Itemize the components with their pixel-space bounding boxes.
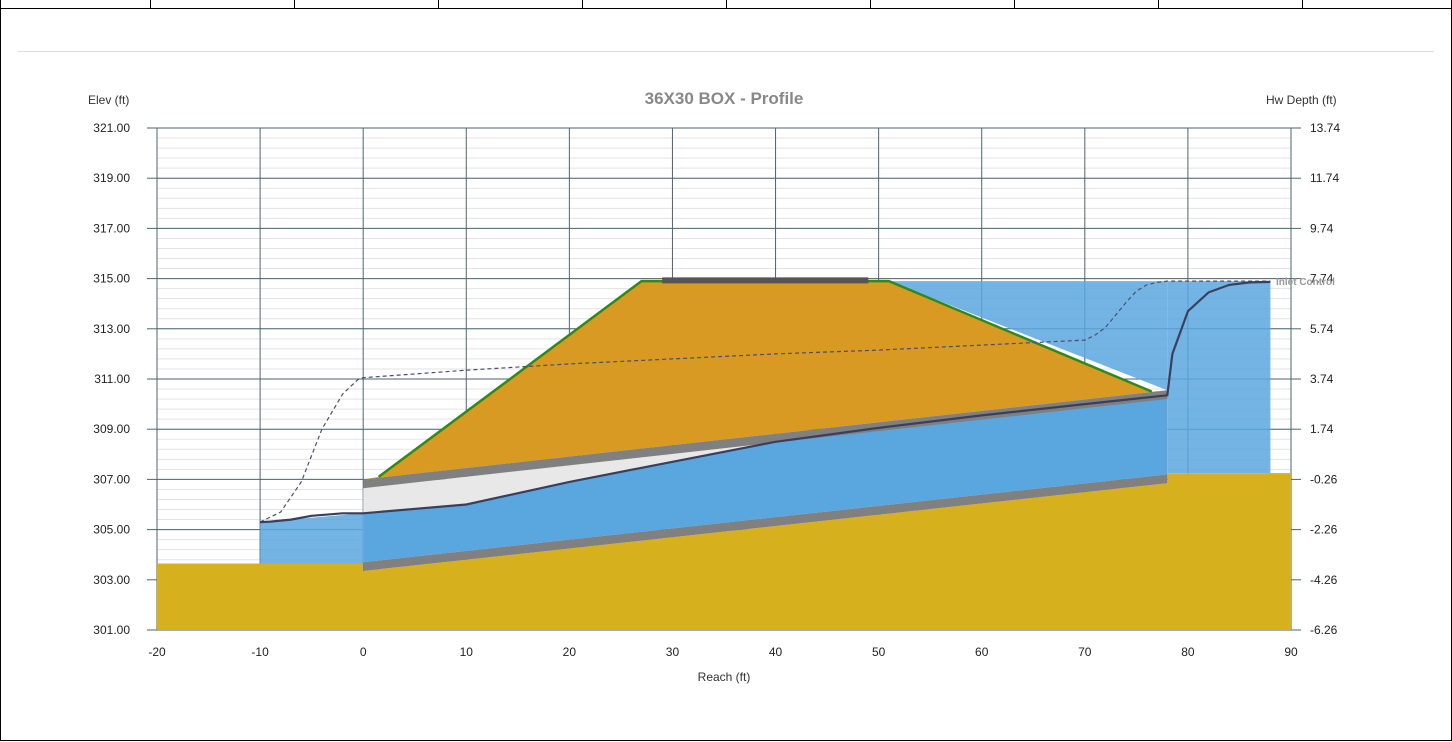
strip-divider <box>1158 0 1159 8</box>
x-tick-label: 70 <box>1078 645 1092 659</box>
y-tick-label: 313.00 <box>93 322 130 336</box>
y2-tick-label: -0.26 <box>1310 472 1338 486</box>
water-surface-line <box>260 280 1271 524</box>
y-axis-right-label: Hw Depth (ft) <box>1266 93 1337 107</box>
culvert-bottom-wall <box>363 474 1168 571</box>
x-tick-label: 90 <box>1284 645 1298 659</box>
y2-tick-label: -6.26 <box>1310 623 1338 637</box>
profile-fills <box>157 281 1291 630</box>
y-tick-label: 317.00 <box>93 221 130 235</box>
chart-title: 36X30 BOX - Profile <box>645 89 804 108</box>
y-tick-label: 305.00 <box>93 523 130 537</box>
y-tick-label: 321.00 <box>93 121 130 135</box>
header-separator <box>18 51 1434 52</box>
upstream-pool-embankment-face <box>888 281 1168 391</box>
x-tick-label: 50 <box>872 645 886 659</box>
x-tick-label: -10 <box>251 645 269 659</box>
y2-tick-label: 9.74 <box>1310 221 1334 235</box>
x-tick-label: 40 <box>769 645 783 659</box>
x-tick-label: 10 <box>460 645 474 659</box>
axes: 301.00 -6.26 303.00 -4.26 305.00 -2.26 307.00 -… <box>93 121 1340 659</box>
y2-tick-label: -4.26 <box>1310 573 1338 587</box>
strip-divider <box>294 0 295 8</box>
embankment-fill <box>363 281 1168 480</box>
strip-divider <box>1014 0 1015 8</box>
x-tick-label: 20 <box>563 645 577 659</box>
energy-grade-line <box>259 280 1271 523</box>
strip-divider <box>726 0 727 8</box>
y2-tick-label: 5.74 <box>1310 322 1334 336</box>
x-tick-label: -20 <box>148 645 166 659</box>
x-tick-label: 0 <box>360 645 367 659</box>
culvert-top-wall <box>363 390 1168 489</box>
strip-divider <box>150 0 151 8</box>
y-tick-label: 315.00 <box>93 272 130 286</box>
y-tick-label: 309.00 <box>93 422 130 436</box>
downstream-pool <box>260 513 364 564</box>
y-tick-label: 301.00 <box>93 623 130 637</box>
y-tick-label: 311.00 <box>94 372 130 386</box>
culvert-water <box>363 395 1168 563</box>
y-tick-label: 307.00 <box>93 472 130 486</box>
x-tick-label: 80 <box>1181 645 1195 659</box>
y2-tick-label: 1.74 <box>1310 422 1334 436</box>
profile-lines <box>259 277 1271 524</box>
x-tick-label: 30 <box>666 645 680 659</box>
top-toolbar-strip <box>0 0 1452 9</box>
strip-divider <box>870 0 871 8</box>
y-tick-label: 303.00 <box>93 573 130 587</box>
y2-tick-label: 7.74 <box>1310 272 1334 286</box>
strip-divider <box>438 0 439 8</box>
y2-tick-label: -2.26 <box>1310 523 1338 537</box>
y-axis-left-label: Elev (ft) <box>88 93 129 107</box>
strip-divider <box>582 0 583 8</box>
y2-tick-label: 11.74 <box>1310 171 1339 185</box>
y-tick-label: 319.00 <box>93 171 130 185</box>
x-tick-label: 60 <box>975 645 989 659</box>
y2-tick-label: 3.74 <box>1310 372 1334 386</box>
ground-soil <box>157 473 1291 630</box>
upstream-pool <box>1167 281 1271 474</box>
y2-tick-label: 13.74 <box>1310 121 1340 135</box>
x-axis-label: Reach (ft) <box>698 670 751 684</box>
inlet-control-annotation: Inlet Control <box>1276 277 1335 288</box>
strip-divider <box>1302 0 1303 8</box>
